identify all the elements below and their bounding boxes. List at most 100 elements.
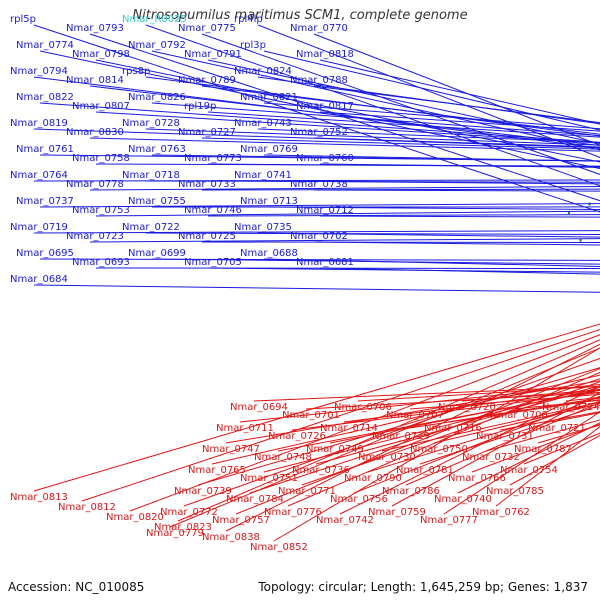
gene-label: Nmar_0771 [278, 486, 336, 497]
gene-label: Nmar_0738 [290, 179, 348, 190]
gene-leader-line [151, 50, 600, 151]
gene-leader-line [257, 180, 600, 185]
gene-label: Nmar_0751 [240, 473, 298, 484]
gene-label: Nmar_0688 [240, 248, 298, 259]
gene-label: Nmar_0699 [128, 248, 186, 259]
gene-label: Nmar_0852 [250, 542, 308, 553]
gene-label: Nmar_0772 [160, 507, 218, 518]
gene-leader-line [145, 232, 600, 235]
gene-label: Nmar_0740 [434, 494, 492, 505]
gene-label: Nmar_0817 [296, 101, 354, 112]
gene-leader-line [391, 392, 600, 507]
gene-label: Nmar_0826 [128, 92, 186, 103]
gene-leader-line [129, 334, 600, 512]
gene-label: Nmar_0818 [296, 49, 354, 60]
gene-label: Nmar_R0025 [122, 14, 187, 25]
gene-leader-line [257, 128, 600, 143]
gene-label: Nmar_0720 [438, 402, 496, 413]
gene-leader-line [367, 400, 600, 473]
gene-leader-line [257, 232, 600, 238]
gene-leader-line [39, 203, 600, 208]
gene-label: rpl4lp [234, 14, 263, 25]
gene-label: Nmar_0681 [296, 257, 354, 268]
gene-label: Nmar_0694 [230, 402, 288, 413]
gene-leader-line [33, 230, 600, 234]
gene-leader-line [201, 85, 600, 135]
gene-leader-line [319, 59, 600, 125]
gene-label: Nmar_0742 [316, 515, 374, 526]
gene-label: Nmar_0765 [188, 465, 246, 476]
gene-leader-line [211, 374, 600, 465]
gene-label: Nmar_0748 [254, 452, 312, 463]
gene-leader-line [89, 186, 600, 191]
gene-label: Nmar_0713 [240, 196, 298, 207]
gene-leader-line [433, 403, 600, 444]
gene-leader-line [395, 399, 600, 431]
gene-label: Nmar_0723 [66, 231, 124, 242]
gene-label: Nmar_0819 [10, 118, 68, 129]
gene-leader-line [207, 163, 600, 168]
gene-label: Nmar_0775 [178, 23, 236, 34]
gene-leader-line [169, 347, 600, 528]
gene-leader-line [151, 102, 600, 137]
gene-leader-line [207, 59, 600, 145]
gene-leader-line [339, 385, 600, 515]
gene-label: Nmar_0776 [264, 507, 322, 518]
gene-leader-line [291, 391, 600, 431]
gene-label: rpl3p [240, 40, 266, 51]
track-dot [567, 211, 570, 215]
gene-leader-line [443, 411, 600, 515]
gene-label: Nmar_0730 [358, 452, 416, 463]
gene-leader-line [319, 267, 600, 275]
gene-label: Nmar_0791 [184, 49, 242, 60]
gene-label: rps8p [122, 66, 150, 77]
gene-label: Nmar_0747 [202, 444, 260, 455]
gene-leader-line [151, 154, 600, 162]
gene-label: Nmar_0764 [10, 170, 68, 181]
gene-label: Nmar_0736 [292, 465, 350, 476]
gene-leader-line [257, 76, 600, 125]
accession-text: Accession: NC_010085 [8, 580, 145, 594]
gene-leader-line [183, 357, 600, 507]
gene-label: Nmar_0822 [16, 92, 74, 103]
gene-label: Nmar_0757 [212, 515, 270, 526]
gene-leader-line [33, 179, 600, 182]
gene-label: Nmar_0746 [184, 205, 242, 216]
gene-label: rpl19p [184, 101, 216, 112]
gene-label: Nmar_0784 [226, 494, 284, 505]
gene-label: Nmar_0726 [268, 431, 326, 442]
gene-leader-line [315, 386, 600, 465]
gene-label: Nmar_0786 [382, 486, 440, 497]
gene-label: Nmar_0759 [368, 507, 426, 518]
gene-label: Nmar_0778 [66, 179, 124, 190]
gene-label: Nmar_0762 [472, 507, 530, 518]
gene-label: Nmar_0705 [184, 257, 242, 268]
gene-label: Nmar_0770 [290, 23, 348, 34]
gene-leader-line [305, 391, 600, 410]
gene-leader-line [263, 258, 600, 267]
gene-leader-line [263, 385, 600, 473]
gene-label: Nmar_0788 [290, 75, 348, 86]
gene-label: Nmar_0732 [462, 452, 520, 463]
gene-leader-line [145, 76, 600, 137]
gene-leader-line [319, 111, 600, 132]
gene-leader-line [177, 339, 600, 522]
gene-leader-line [329, 389, 600, 444]
gene-leader-line [273, 347, 600, 542]
gene-label: Nmar_0695 [16, 248, 74, 259]
gene-label: Nmar_0777 [420, 515, 478, 526]
gene-leader-line [343, 388, 600, 423]
gene-label: Nmar_0728 [122, 118, 180, 129]
gene-label: Nmar_0814 [66, 75, 124, 86]
gene-label: Nmar_0735 [234, 222, 292, 233]
gene-leader-line [39, 154, 600, 162]
gene-leader-line [381, 401, 600, 452]
gene-leader-line [201, 241, 600, 243]
gene-leader-line [33, 323, 600, 492]
gene-label: Nmar_0838 [202, 532, 260, 543]
gene-leader-line [313, 241, 600, 246]
gene-label: Nmar_0721 [528, 423, 586, 434]
gene-leader-line [405, 402, 600, 486]
